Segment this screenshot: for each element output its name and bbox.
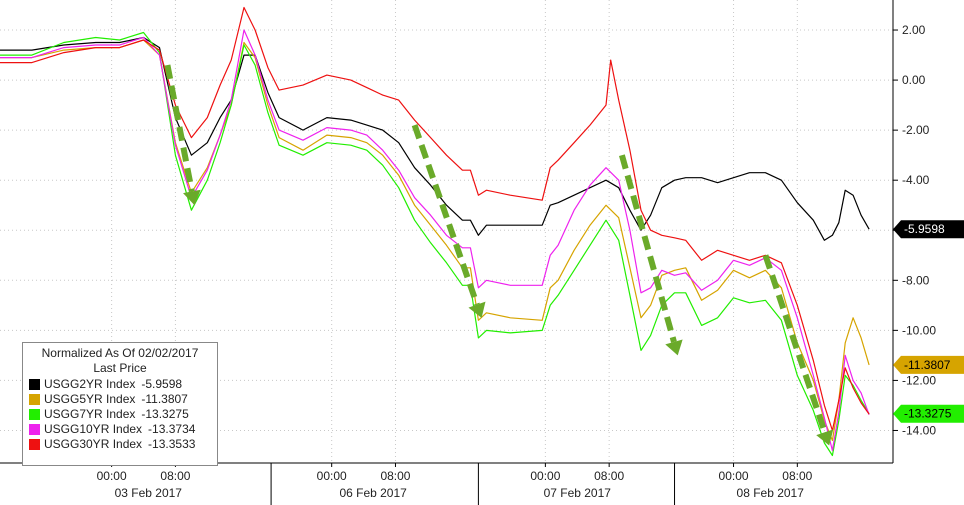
series-line-usgg10yr: [0, 29, 870, 452]
y-tick-label: -4.00: [902, 173, 930, 187]
x-date-label: 07 Feb 2017: [544, 486, 612, 500]
y-tick-label: -14.00: [902, 423, 936, 437]
legend-series-name: USGG2YR Index: [44, 377, 136, 391]
trend-arrow: [164, 64, 195, 193]
last-price-tag: [893, 404, 964, 423]
legend-series-name: USGG7YR Index: [44, 407, 136, 421]
legend-swatch: [29, 424, 40, 435]
trend-arrowhead: [816, 429, 834, 446]
last-price-tag-label: -11.3807: [904, 358, 951, 372]
y-tick-label: -12.00: [902, 373, 936, 387]
legend-series-value: -13.3734: [148, 422, 196, 436]
legend-series-value: -13.3275: [141, 407, 189, 421]
legend-swatch: [29, 394, 40, 405]
y-tick-label: -8.00: [902, 273, 930, 287]
x-date-label: 08 Feb 2017: [737, 486, 805, 500]
legend-entry-usgg7yr: USGG7YR Index -13.3275: [29, 407, 211, 422]
legend-swatch: [29, 439, 40, 450]
legend-title: Normalized As Of 02/02/2017: [41, 346, 199, 360]
legend: Normalized As Of 02/02/2017 Last Price U…: [22, 342, 218, 466]
legend-series-value: -13.3533: [148, 437, 196, 451]
trend-arrow: [411, 124, 480, 306]
legend-series-name: USGG30YR Index: [44, 437, 143, 451]
x-tick-label: 00:00: [97, 469, 127, 483]
x-tick-label: 00:00: [317, 469, 347, 483]
legend-swatch: [29, 379, 40, 390]
legend-subtitle: Last Price: [93, 361, 147, 375]
legend-series-value: -5.9598: [141, 377, 183, 391]
legend-series-name: USGG5YR Index: [44, 392, 136, 406]
series-line-usgg30yr: [0, 6, 870, 432]
x-axis-panel: [0, 463, 893, 505]
y-tick-label: -10.00: [902, 323, 936, 337]
x-tick-label: 08:00: [380, 469, 410, 483]
trend-arrow: [762, 254, 828, 434]
series-line-usgg7yr: [0, 31, 870, 457]
series-line-usgg2yr: [0, 36, 870, 241]
legend-series-name: USGG10YR Index: [44, 422, 143, 436]
legend-entry-usgg10yr: USGG10YR Index -13.3734: [29, 422, 211, 437]
x-tick-label: 00:00: [719, 469, 749, 483]
last-price-tag-label: -13.3275: [904, 407, 952, 421]
x-tick-label: 08:00: [594, 469, 624, 483]
trend-arrow: [619, 154, 677, 343]
last-price-tag-label: -5.9598: [904, 222, 945, 236]
x-tick-label: 08:00: [782, 469, 812, 483]
legend-swatch: [29, 409, 40, 420]
x-tick-label: 08:00: [160, 469, 190, 483]
x-date-label: 03 Feb 2017: [115, 486, 183, 500]
y-tick-label: 2.00: [902, 23, 926, 37]
last-price-tag: [893, 355, 964, 374]
x-tick-label: 00:00: [530, 469, 560, 483]
trend-arrowhead: [183, 189, 201, 206]
y-tick-label: 0.00: [902, 73, 926, 87]
legend-entry-usgg5yr: USGG5YR Index -11.3807: [29, 392, 211, 407]
legend-series-value: -11.3807: [141, 392, 188, 406]
trend-arrowhead: [468, 301, 486, 318]
legend-entry-usgg2yr: USGG2YR Index -5.9598: [29, 377, 211, 392]
last-price-tag: [893, 220, 964, 239]
trend-arrowhead: [665, 339, 683, 356]
y-tick-label: -2.00: [902, 123, 930, 137]
x-date-label: 06 Feb 2017: [339, 486, 407, 500]
legend-entry-usgg30yr: USGG30YR Index -13.3533: [29, 437, 211, 452]
